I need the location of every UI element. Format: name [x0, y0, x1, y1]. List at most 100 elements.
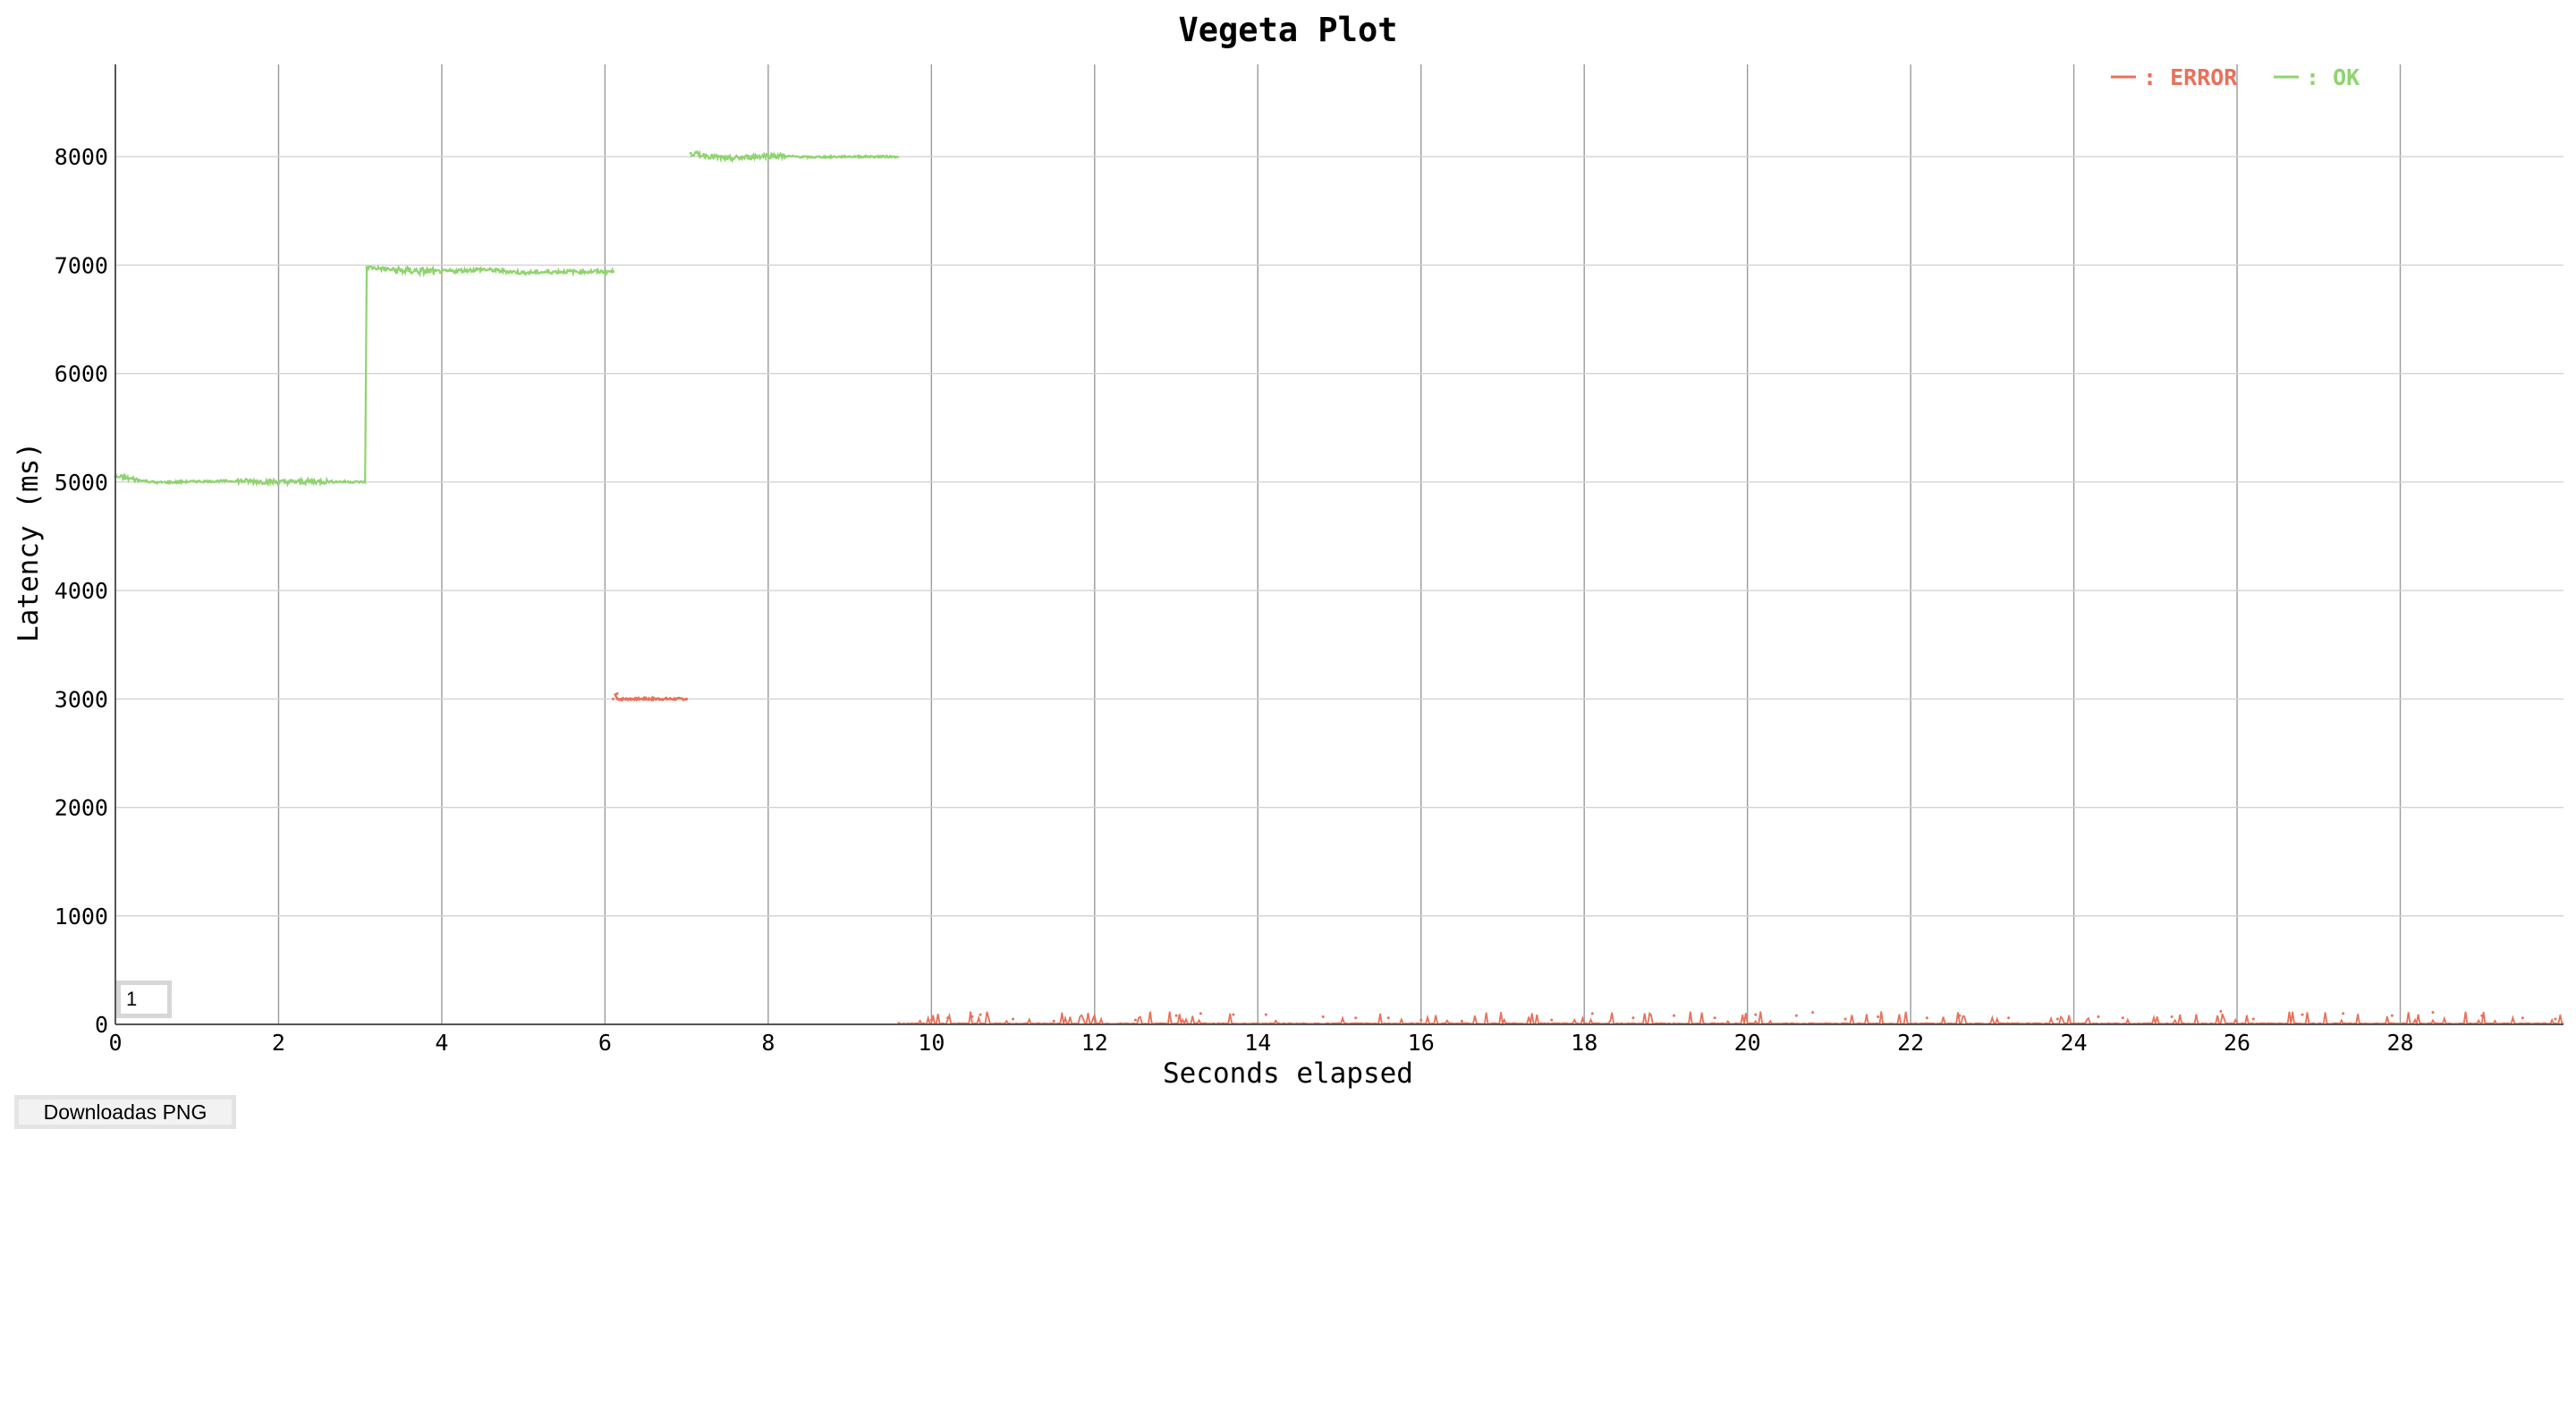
data-point-ok — [440, 270, 444, 274]
data-point-error — [2007, 1016, 2011, 1020]
x-tick-label: 16 — [1408, 1030, 1435, 1056]
data-point-error — [1354, 1016, 1358, 1020]
data-point-error — [615, 692, 619, 695]
x-tick-label: 0 — [108, 1030, 122, 1056]
data-point-error — [1012, 1017, 1015, 1021]
data-point-error — [2121, 1016, 2124, 1020]
x-tick-label: 20 — [1734, 1030, 1761, 1056]
x-tick-label: 28 — [2386, 1030, 2413, 1056]
data-point-ok — [362, 480, 366, 484]
data-point-ok — [365, 266, 369, 269]
data-point-error — [644, 696, 648, 700]
x-tick-label: 2 — [272, 1030, 285, 1056]
x-tick-label: 4 — [435, 1030, 448, 1056]
download-png-button[interactable]: Downloadas PNG — [14, 1095, 236, 1129]
y-tick-label: 1000 — [55, 904, 108, 930]
x-tick-label: 12 — [1081, 1030, 1108, 1056]
data-point-error — [660, 698, 664, 701]
y-tick-label: 2000 — [55, 795, 108, 821]
chart-title: Vegeta Plot — [1178, 11, 1397, 49]
data-point-error — [2480, 1014, 2484, 1017]
data-point-error — [1460, 1019, 1463, 1023]
data-point-error — [685, 697, 689, 700]
data-point-error — [1794, 1014, 1798, 1017]
data-point-ok — [318, 480, 321, 483]
data-point-ok — [276, 480, 280, 484]
data-point-error — [946, 1016, 950, 1020]
data-point-error — [1958, 1014, 1962, 1017]
data-point-ok — [612, 270, 615, 274]
data-point-error — [1631, 1016, 1635, 1020]
data-point-error — [1232, 1013, 1235, 1016]
x-tick-label: 26 — [2224, 1030, 2250, 1056]
data-point-error — [2219, 1009, 2223, 1013]
y-tick-label: 3000 — [55, 686, 108, 712]
x-axis-label: Seconds elapsed — [1163, 1057, 1413, 1090]
download-png-label: Downloadas PNG — [19, 1100, 232, 1125]
data-point-error — [1199, 1012, 1202, 1015]
data-point-error — [1754, 1013, 1758, 1016]
x-tick-label: 10 — [918, 1030, 945, 1056]
data-point-error — [1052, 1019, 1055, 1023]
data-point-error — [2554, 1017, 2557, 1021]
data-point-error — [2521, 1016, 2524, 1020]
data-point-error — [1419, 1018, 1423, 1022]
data-point-error — [1673, 1014, 1676, 1017]
data-point-error — [979, 1013, 982, 1016]
y-tick-label: 0 — [95, 1012, 108, 1038]
legend: : ERROR : OK — [2111, 64, 2360, 90]
data-point-ok — [848, 155, 852, 158]
data-point-error — [1501, 1019, 1504, 1023]
data-point-ok — [399, 268, 402, 272]
x-tick-label: 22 — [1897, 1030, 1924, 1056]
data-point-ok — [236, 480, 240, 483]
data-point-error — [1877, 1015, 1880, 1019]
data-point-error — [1133, 1018, 1137, 1022]
data-point-error — [2301, 1013, 2304, 1016]
data-point-error — [1174, 1014, 1178, 1017]
y-axis-label: Latency (ms) — [13, 442, 45, 642]
data-point-error — [1590, 1012, 1594, 1015]
data-point-error — [2342, 1012, 2345, 1015]
data-point-error — [620, 698, 623, 701]
data-point-error — [1925, 1016, 1928, 1020]
data-point-error — [1264, 1013, 1267, 1016]
data-point-error — [1713, 1016, 1716, 1020]
series-line-ok — [114, 264, 614, 488]
data-point-error — [2251, 1017, 2255, 1021]
legend-label-ok: : OK — [2306, 64, 2360, 90]
data-point-error — [628, 697, 631, 700]
x-tick-label: 8 — [761, 1030, 775, 1056]
data-point-ok — [195, 480, 199, 483]
plot-area — [114, 149, 2564, 1027]
data-point-error — [1321, 1015, 1325, 1019]
grid — [115, 64, 2563, 1024]
data-point-error — [677, 697, 681, 700]
data-point-error — [970, 1015, 974, 1019]
data-point-error — [1550, 1018, 1554, 1022]
data-point-error — [612, 697, 615, 700]
data-point-error — [1386, 1016, 1390, 1020]
y-tick-label: 7000 — [55, 252, 108, 278]
data-point-error — [1093, 1017, 1097, 1021]
data-point-ok — [689, 151, 692, 155]
data-point-ok — [807, 156, 810, 159]
y-tick-label: 5000 — [55, 470, 108, 496]
data-point-ok — [521, 271, 525, 275]
y-tick-label: 8000 — [55, 144, 108, 170]
data-point-error — [929, 1018, 933, 1022]
series-line-ok — [690, 149, 900, 164]
data-point-ok — [481, 267, 485, 271]
legend-label-error: : ERROR — [2143, 64, 2238, 90]
data-point-error — [2170, 1015, 2174, 1019]
x-tick-label: 18 — [1571, 1030, 1597, 1056]
data-point-error — [2055, 1017, 2059, 1021]
data-point-error — [2390, 1014, 2394, 1017]
data-point-ok — [725, 157, 729, 160]
data-point-error — [1811, 1011, 1815, 1015]
y-tick-label: 6000 — [55, 361, 108, 387]
roll-input[interactable] — [116, 981, 172, 1018]
data-point-ok — [889, 155, 893, 158]
x-tick-label: 24 — [2061, 1030, 2088, 1056]
